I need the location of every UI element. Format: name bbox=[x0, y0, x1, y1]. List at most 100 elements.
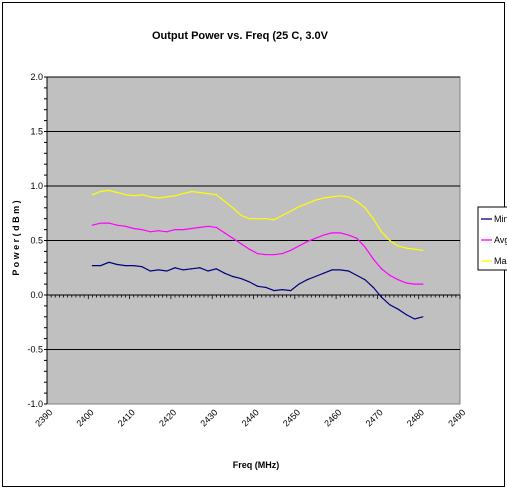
data-point-max bbox=[174, 195, 176, 197]
data-point-min bbox=[215, 268, 217, 270]
x-tick-label: 2480 bbox=[405, 407, 426, 428]
data-point-min bbox=[232, 275, 234, 278]
data-point-max bbox=[116, 191, 118, 194]
y-tick-label: 2.0 bbox=[30, 72, 43, 82]
data-point-min bbox=[199, 267, 201, 269]
x-tick-labels: 2390 2400 2410 2420 2430 2440 2450 2460 2470 2480… bbox=[33, 407, 467, 428]
data-point-max bbox=[356, 200, 358, 202]
data-point-min bbox=[323, 272, 325, 274]
legend-label-max: Max bbox=[494, 256, 507, 266]
data-point-max bbox=[397, 245, 399, 247]
x-tick-label: 2390 bbox=[33, 407, 54, 428]
x-tick-label: 2420 bbox=[157, 407, 178, 428]
data-point-avg bbox=[141, 229, 143, 231]
data-point-max bbox=[281, 214, 284, 217]
data-point-min bbox=[265, 286, 267, 288]
data-point-avg bbox=[149, 231, 151, 233]
data-point-min bbox=[141, 266, 143, 268]
data-point-max bbox=[232, 207, 234, 209]
axes bbox=[44, 76, 461, 405]
data-point-avg bbox=[314, 237, 317, 239]
data-point-max bbox=[273, 219, 275, 221]
data-point-avg bbox=[199, 226, 201, 229]
y-tick-label: 0.0 bbox=[30, 290, 43, 300]
data-point-max bbox=[380, 231, 383, 233]
data-point-min bbox=[91, 264, 94, 267]
data-point-avg bbox=[389, 274, 391, 276]
data-point-min bbox=[290, 290, 292, 292]
data-point-avg bbox=[157, 230, 160, 232]
data-point-min bbox=[248, 281, 250, 283]
x-tick-label: 2440 bbox=[240, 407, 261, 428]
data-point-max bbox=[190, 190, 193, 193]
data-point-min bbox=[100, 264, 102, 267]
x-tick-label: 2460 bbox=[322, 407, 343, 428]
data-point-avg bbox=[124, 225, 127, 227]
data-point-min bbox=[174, 267, 176, 269]
data-point-avg bbox=[298, 245, 300, 247]
data-point-min bbox=[389, 304, 391, 306]
data-point-min bbox=[124, 264, 127, 267]
x-tick-label: 2470 bbox=[364, 407, 385, 428]
data-point-max bbox=[133, 195, 135, 197]
data-point-avg bbox=[223, 232, 226, 234]
data-point-min bbox=[223, 272, 226, 274]
data-point-min bbox=[331, 269, 333, 271]
data-point-max bbox=[248, 218, 250, 220]
data-point-min bbox=[306, 279, 308, 281]
data-point-max bbox=[422, 249, 424, 251]
data-point-avg bbox=[108, 222, 110, 224]
x-tick-label: 2450 bbox=[281, 407, 302, 428]
data-point-avg bbox=[207, 225, 209, 227]
data-point-avg bbox=[331, 232, 333, 234]
data-point-avg bbox=[273, 254, 275, 256]
data-point-max bbox=[339, 195, 341, 197]
data-point-max bbox=[223, 200, 226, 202]
data-point-max bbox=[323, 197, 325, 199]
data-point-min bbox=[364, 279, 366, 281]
data-point-min bbox=[347, 270, 350, 272]
data-point-avg bbox=[257, 252, 259, 255]
legend-items: Min Avg Max bbox=[481, 214, 507, 266]
data-point-avg bbox=[290, 249, 292, 251]
data-point-avg bbox=[323, 234, 325, 236]
data-point-min bbox=[405, 314, 407, 316]
data-point-max bbox=[141, 194, 143, 196]
data-point-max bbox=[166, 196, 168, 198]
data-point-avg bbox=[166, 231, 168, 233]
data-point-avg bbox=[182, 229, 184, 231]
y-tick-label: -0.5 bbox=[27, 345, 43, 355]
data-point-max bbox=[298, 206, 300, 208]
data-point-max bbox=[372, 218, 374, 220]
data-point-min bbox=[380, 296, 383, 298]
x-tick-label: 2400 bbox=[74, 407, 95, 428]
data-point-avg bbox=[380, 268, 383, 270]
legend-box bbox=[477, 206, 507, 271]
data-point-avg bbox=[356, 237, 358, 239]
data-point-min bbox=[240, 278, 242, 280]
x-tick-label: 2430 bbox=[198, 407, 219, 428]
data-point-avg bbox=[100, 222, 102, 224]
x-tick-label: 2490 bbox=[446, 407, 467, 428]
data-point-avg bbox=[364, 246, 366, 248]
data-point-avg bbox=[248, 248, 250, 250]
data-point-max bbox=[149, 196, 151, 198]
data-point-max bbox=[157, 197, 160, 199]
data-point-avg bbox=[215, 226, 217, 229]
data-point-max bbox=[389, 239, 391, 242]
y-tick-label: 1.5 bbox=[30, 127, 43, 137]
data-point-min bbox=[157, 269, 160, 271]
data-point-max bbox=[314, 199, 317, 201]
data-point-max bbox=[240, 214, 242, 217]
data-point-avg bbox=[190, 227, 193, 230]
data-point-min bbox=[314, 275, 317, 278]
y-tick-labels: 2.0 1.5 1.0 0.5 0.0 -0.5 -1.0 bbox=[27, 72, 43, 409]
data-point-avg bbox=[422, 283, 424, 285]
data-point-min bbox=[207, 270, 209, 272]
data-point-max bbox=[257, 218, 259, 220]
data-point-avg bbox=[133, 227, 135, 230]
data-point-avg bbox=[240, 243, 242, 245]
data-point-max bbox=[413, 248, 416, 250]
data-point-avg bbox=[306, 240, 308, 243]
data-point-min bbox=[298, 283, 300, 285]
